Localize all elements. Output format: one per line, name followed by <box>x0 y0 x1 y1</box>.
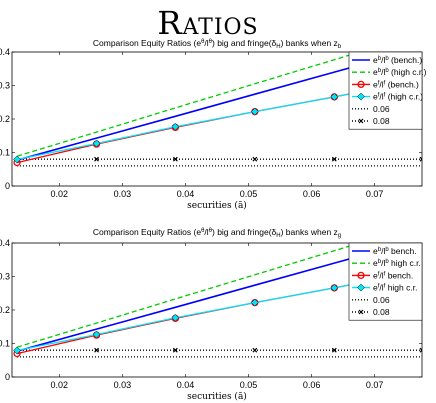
legend-label-3: ef/lf (high c.r.) <box>373 92 423 102</box>
legend-box <box>348 51 423 130</box>
x-tick-label: 0.05 <box>240 189 258 199</box>
series-3-point <box>171 313 180 322</box>
series-3-point <box>330 284 339 292</box>
legend-label-2: ef/lf bench. <box>373 270 413 280</box>
series-3-point <box>171 122 180 131</box>
chart-title: Comparison Equity Ratios (eθ/lθ) big and… <box>93 38 342 50</box>
legend-marker-3 <box>357 283 365 292</box>
series-5-point <box>252 156 258 162</box>
series-5-point <box>331 156 337 162</box>
series-3-point <box>250 298 259 307</box>
legend-label-0: eb/lb bench. <box>373 246 417 256</box>
legend-label-2: ef/lf (bench.) <box>373 79 419 89</box>
legend-label-4: 0.06 <box>373 104 390 114</box>
series-3-point <box>92 139 101 148</box>
legend: eb/lb (bench.) eb/lb (high c.r.) ef/lf (be… <box>348 51 427 130</box>
chart-title-sup: θ <box>201 228 205 234</box>
x-tick-label: 0.02 <box>51 380 69 390</box>
x-tick-label: 0.04 <box>177 189 195 199</box>
legend-label-3: ef/lf high c.r. <box>373 283 417 293</box>
x-tick-label: 0.06 <box>303 189 321 199</box>
x-tick-label: 0.07 <box>366 189 384 199</box>
chart-top: Comparison Equity Ratios (eθ/lθ) big and… <box>0 38 427 211</box>
legend-label-5: 0.08 <box>373 307 390 317</box>
x-axis-label: securities (ā) <box>187 391 247 402</box>
series-5-point <box>94 347 99 353</box>
series-5-point <box>172 156 178 162</box>
y-tick-label: 0.1 <box>0 148 10 158</box>
x-axis-label: securities (ā) <box>187 200 247 211</box>
y-tick-label: 0.1 <box>0 339 10 349</box>
y-tick-label: 0.4 <box>0 238 10 248</box>
series-5-point <box>331 347 337 353</box>
series-3-point <box>330 93 339 101</box>
y-tick-label: 0 <box>5 372 10 382</box>
legend-marker-2 <box>357 271 365 280</box>
y-tick-label: 0.2 <box>0 114 10 124</box>
legend-box <box>348 242 423 321</box>
y-tick-label: 0 <box>5 181 10 191</box>
x-tick-label: 0.04 <box>177 380 195 390</box>
legend-marker-5 <box>358 118 364 124</box>
x-tick-label: 0.03 <box>114 380 132 390</box>
series-3-point <box>13 346 21 355</box>
x-tick-label: 0.02 <box>51 189 69 199</box>
x-tick-label: 0.06 <box>303 380 321 390</box>
series-3-point <box>92 330 101 339</box>
legend-label-5: 0.08 <box>373 116 390 126</box>
series-5-point <box>252 347 258 353</box>
x-tick-label: 0.03 <box>114 189 132 199</box>
series-5-point <box>419 347 422 353</box>
legend-marker-3 <box>357 92 365 101</box>
series-3-point <box>13 155 21 164</box>
chart-title: Comparison Equity Ratios (eθ/lθ) big and… <box>93 227 341 239</box>
legend-label-1: eb/lb high c.r. <box>373 258 421 268</box>
legend-label-0: eb/lb (bench.) <box>373 55 422 65</box>
legend-marker-2 <box>357 80 365 89</box>
series-5-point <box>172 347 178 353</box>
y-tick-label: 0.4 <box>0 47 10 57</box>
series-5-point <box>419 156 422 162</box>
legend-label-4: 0.06 <box>373 295 390 305</box>
series-3-point <box>250 107 259 116</box>
x-tick-label: 0.05 <box>240 380 258 390</box>
series-5-point <box>94 156 99 162</box>
chart-bottom: Comparison Equity Ratios (eθ/lθ) big and… <box>0 227 423 402</box>
x-tick-label: 0.07 <box>366 380 384 390</box>
y-tick-label: 0.3 <box>0 272 10 282</box>
legend: eb/lb bench. eb/lb high c.r. ef/lf bench. e… <box>348 242 423 321</box>
legend-label-1: eb/lb (high c.r.) <box>373 67 427 77</box>
legend-marker-5 <box>358 309 364 315</box>
chart-title-sup: θ <box>201 39 205 45</box>
page-heading: Ratios <box>157 4 258 42</box>
y-tick-label: 0.2 <box>0 305 10 315</box>
y-tick-label: 0.3 <box>0 81 10 91</box>
